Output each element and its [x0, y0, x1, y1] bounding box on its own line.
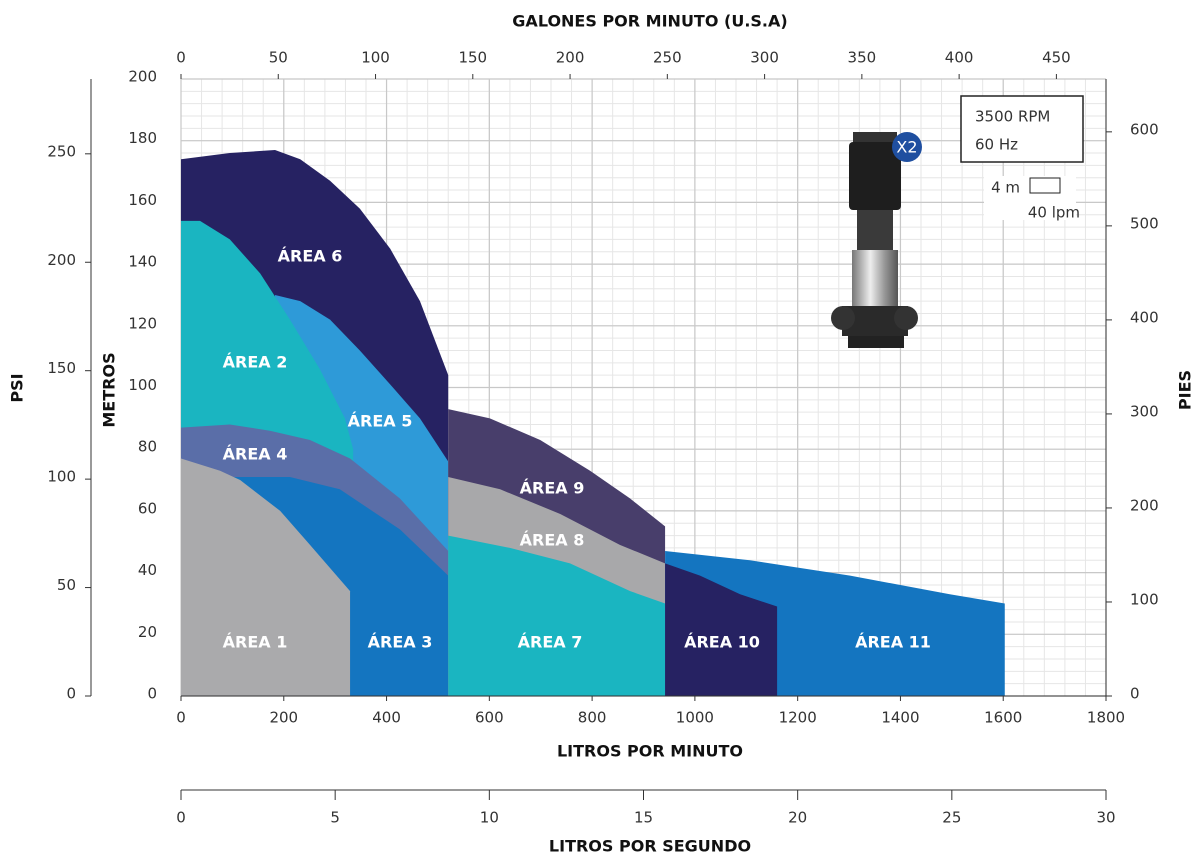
x-tick-label: 1600	[984, 709, 1022, 727]
y3-tick-label: 50	[57, 576, 76, 594]
area-label: ÁREA 3	[368, 633, 433, 652]
area-label: ÁREA 10	[684, 633, 760, 652]
x-tick-label: 800	[578, 709, 607, 727]
grid-cell-swatch	[1029, 177, 1061, 194]
y3-tick-label: 150	[47, 359, 76, 377]
y-tick-label: 0	[147, 685, 157, 703]
area-label: ÁREA 5	[348, 412, 413, 431]
x2-tick-label: 200	[556, 49, 585, 67]
y-tick-label: 120	[128, 314, 157, 332]
pump-flange	[894, 306, 918, 330]
x2-tick-label: 100	[361, 49, 390, 67]
feet-axis-title: PIES	[1176, 370, 1195, 410]
x2-tick-label: 150	[458, 49, 487, 67]
areas: ÁREA 6 ÁREA 5 ÁREA 2 ÁREA 4 ÁREA 3 ÁREA 1 ÁREA…	[181, 149, 1005, 696]
y2-tick-label: 500	[1130, 214, 1159, 232]
psi-axis-title: PSI	[8, 373, 27, 402]
area-label: ÁREA 4	[223, 445, 288, 464]
y2-tick-label: 300	[1130, 402, 1159, 420]
pump-badge	[892, 132, 922, 162]
y-tick-label: 180	[128, 129, 157, 147]
x2-tick-label: 0	[176, 49, 186, 67]
pump-body	[852, 250, 898, 308]
area-label: ÁREA 11	[855, 633, 931, 652]
pump-flange	[831, 306, 855, 330]
y3-tick-label: 250	[47, 142, 76, 160]
pump-motor	[849, 142, 901, 210]
x2-tick-label: 300	[750, 49, 779, 67]
y-tick-label: 40	[138, 561, 157, 579]
frequency: 60 Hz	[975, 136, 1018, 154]
lps-axis-title: LITROS POR SEGUNDO	[549, 837, 751, 856]
x-tick-label: 1800	[1087, 709, 1125, 727]
y-tick-label: 160	[128, 191, 157, 209]
y-tick-label: 100	[128, 376, 157, 394]
area	[665, 563, 778, 696]
x-tick-label: 1000	[676, 709, 714, 727]
info-box	[960, 95, 1084, 163]
y2-tick-label: 0	[1130, 685, 1140, 703]
y2-tick-label: 100	[1130, 590, 1159, 608]
area-label: ÁREA 9	[520, 479, 585, 498]
y-tick-label: 80	[138, 438, 157, 456]
y2-tick-label: 400	[1130, 308, 1159, 326]
x3-tick-label: 30	[1096, 809, 1115, 827]
y-tick-label: 140	[128, 253, 157, 271]
area-label: ÁREA 7	[518, 633, 583, 652]
x-tick-label: 0	[176, 709, 186, 727]
pump-image: X2	[831, 132, 922, 348]
pump-cap	[853, 132, 897, 142]
y2-tick-label: 600	[1130, 120, 1159, 138]
x2-tick-label: 400	[945, 49, 974, 67]
y3-tick-label: 0	[66, 685, 76, 703]
area-label: ÁREA 8	[520, 531, 585, 550]
grid-cell-x: 40 lpm	[1028, 204, 1080, 222]
y-tick-label: 20	[138, 623, 157, 641]
x-tick-label: 1200	[779, 709, 817, 727]
x2-tick-label: 350	[848, 49, 877, 67]
x3-tick-label: 0	[176, 809, 186, 827]
x3-tick-label: 5	[330, 809, 340, 827]
area-label: ÁREA 2	[223, 353, 288, 372]
y3-tick-label: 200	[47, 251, 76, 269]
x3-tick-label: 10	[480, 809, 499, 827]
y2-tick-label: 200	[1130, 496, 1159, 514]
x2-tick-label: 450	[1042, 49, 1071, 67]
area	[448, 535, 666, 696]
x2-tick-label: 50	[269, 49, 288, 67]
x-tick-label: 1400	[881, 709, 919, 727]
area	[181, 458, 351, 696]
x-axis-title: LITROS POR MINUTO	[557, 742, 743, 761]
top-axis-title: GALONES POR MINUTO (U.S.A)	[512, 12, 787, 31]
y-tick-label: 60	[138, 499, 157, 517]
x-tick-label: 400	[372, 709, 401, 727]
pump-lantern	[857, 210, 893, 250]
pump-foot	[848, 336, 904, 348]
area-label: ÁREA 6	[278, 247, 343, 266]
x-tick-label: 200	[269, 709, 298, 727]
speed: 3500 RPM	[975, 108, 1050, 126]
y-tick-label: 200	[128, 68, 157, 86]
pump-badge-text: X2	[896, 138, 917, 157]
y-axis-title: METROS	[100, 352, 119, 427]
x-tick-label: 600	[475, 709, 504, 727]
x3-tick-label: 20	[788, 809, 807, 827]
y3-tick-label: 100	[47, 468, 76, 486]
grid-cell-y: 4 m	[991, 179, 1020, 197]
x3-tick-label: 15	[634, 809, 653, 827]
x2-tick-label: 250	[653, 49, 682, 67]
x3-tick-label: 25	[942, 809, 961, 827]
area-label: ÁREA 1	[223, 633, 288, 652]
axes: 0 200 400 600 800 1000 1200 1400 1600 18000204060…	[47, 49, 1158, 827]
